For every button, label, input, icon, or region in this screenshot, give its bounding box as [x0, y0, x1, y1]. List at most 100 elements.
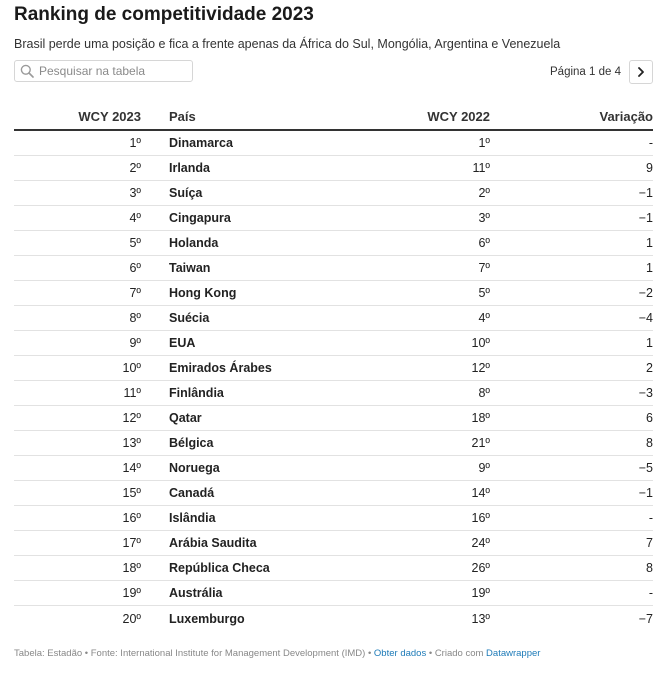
- datawrapper-link[interactable]: Datawrapper: [486, 648, 541, 659]
- cell-wcy-2023: 11º: [123, 386, 141, 400]
- table-row: 7º Hong Kong 5º −2: [14, 281, 653, 306]
- cell-variacao: 1: [646, 236, 653, 250]
- cell-wcy-2023: 8º: [129, 311, 141, 325]
- cell-variacao: −1: [638, 186, 653, 200]
- search-icon: [20, 64, 34, 78]
- cell-variacao: -: [648, 511, 653, 525]
- cell-variacao: 8: [646, 436, 653, 450]
- table-row: 11º Finlândia 8º −3: [14, 381, 653, 406]
- cell-pais: Bélgica: [169, 436, 214, 450]
- table-row: 10º Emirados Árabes 12º 2: [14, 356, 653, 381]
- cell-wcy-2023: 17º: [122, 536, 141, 550]
- cell-variacao: 6: [646, 411, 653, 425]
- column-header-variacao[interactable]: Variação: [599, 108, 654, 124]
- cell-variacao: −3: [638, 386, 653, 400]
- cell-wcy-2022: 3º: [478, 211, 490, 225]
- cell-pais: Hong Kong: [169, 286, 237, 300]
- cell-pais: Finlândia: [169, 386, 224, 400]
- cell-wcy-2022: 9º: [478, 461, 490, 475]
- cell-wcy-2023: 7º: [129, 286, 141, 300]
- search-input[interactable]: [39, 64, 179, 78]
- cell-wcy-2023: 14º: [122, 461, 141, 475]
- table-row: 16º Islândia 16º -: [14, 506, 653, 531]
- cell-variacao: 9: [646, 161, 653, 175]
- cell-wcy-2022: 19º: [471, 586, 490, 600]
- table-row: 5º Holanda 6º 1: [14, 231, 653, 256]
- cell-pais: Suécia: [169, 311, 210, 325]
- column-header-pais[interactable]: País: [169, 108, 196, 124]
- cell-wcy-2022: 4º: [478, 311, 490, 325]
- search-box[interactable]: [14, 60, 193, 82]
- cell-variacao: -: [648, 136, 653, 150]
- cell-wcy-2022: 7º: [478, 261, 490, 275]
- table-row: 19º Austrália 19º -: [14, 581, 653, 606]
- cell-wcy-2023: 9º: [129, 336, 141, 350]
- cell-pais: Emirados Árabes: [169, 361, 272, 375]
- cell-wcy-2023: 10º: [122, 361, 141, 375]
- table-row: 15º Canadá 14º −1: [14, 481, 653, 506]
- cell-pais: Canadá: [169, 486, 215, 500]
- cell-wcy-2022: 12º: [471, 361, 490, 375]
- pagination: Página 1 de 4: [550, 60, 653, 84]
- cell-variacao: 2: [646, 361, 653, 375]
- cell-wcy-2023: 19º: [122, 586, 141, 600]
- cell-wcy-2022: 26º: [471, 561, 490, 575]
- table-row: 18º República Checa 26º 8: [14, 556, 653, 581]
- cell-variacao: 1: [646, 261, 653, 275]
- footer: Tabela: Estadão • Fonte: International I…: [14, 648, 540, 659]
- cell-variacao: −1: [638, 211, 653, 225]
- cell-wcy-2023: 12º: [122, 411, 141, 425]
- cell-variacao: −2: [638, 286, 653, 300]
- cell-wcy-2022: 13º: [471, 611, 490, 626]
- cell-pais: Taiwan: [169, 261, 211, 275]
- cell-variacao: -: [648, 586, 653, 600]
- cell-variacao: 1: [646, 336, 653, 350]
- cell-pais: Noruega: [169, 461, 220, 475]
- cell-wcy-2023: 15º: [122, 486, 141, 500]
- cell-wcy-2022: 5º: [478, 286, 490, 300]
- table-row: 9º EUA 10º 1: [14, 331, 653, 356]
- table-row: 1º Dinamarca 1º -: [14, 131, 653, 156]
- cell-wcy-2022: 14º: [471, 486, 490, 500]
- table-row: 20º Luxemburgo 13º −7: [14, 606, 653, 631]
- cell-variacao: −7: [638, 611, 653, 626]
- table-row: 13º Bélgica 21º 8: [14, 431, 653, 456]
- cell-wcy-2023: 13º: [122, 436, 141, 450]
- table-row: 6º Taiwan 7º 1: [14, 256, 653, 281]
- table-row: 2º Irlanda 11º 9: [14, 156, 653, 181]
- cell-wcy-2023: 20º: [122, 611, 141, 626]
- cell-wcy-2022: 16º: [471, 511, 490, 525]
- cell-pais: Holanda: [169, 236, 219, 250]
- cell-pais: Islândia: [169, 511, 216, 525]
- next-page-button[interactable]: [629, 60, 653, 84]
- cell-wcy-2023: 2º: [129, 161, 141, 175]
- get-data-link[interactable]: Obter dados: [373, 648, 427, 659]
- cell-variacao: 7: [646, 536, 653, 550]
- cell-wcy-2023: 1º: [129, 136, 141, 150]
- cell-wcy-2023: 16º: [122, 511, 141, 525]
- cell-wcy-2023: 3º: [129, 186, 141, 200]
- chevron-right-icon: [638, 67, 644, 77]
- footer-created: • Criado com: [426, 648, 487, 659]
- cell-wcy-2023: 6º: [129, 261, 141, 275]
- cell-pais: Qatar: [169, 411, 202, 425]
- column-header-wcy-2022[interactable]: WCY 2022: [427, 108, 490, 124]
- cell-pais: EUA: [169, 336, 196, 350]
- cell-variacao: 8: [646, 561, 653, 575]
- cell-pais: Luxemburgo: [169, 611, 245, 626]
- cell-wcy-2022: 2º: [478, 186, 490, 200]
- column-header-wcy-2023[interactable]: WCY 2023: [78, 108, 141, 124]
- cell-wcy-2022: 10º: [471, 336, 490, 350]
- cell-wcy-2023: 18º: [122, 561, 141, 575]
- cell-wcy-2022: 18º: [471, 411, 490, 425]
- cell-variacao: −5: [638, 461, 653, 475]
- cell-variacao: −1: [638, 486, 653, 500]
- table-row: 17º Arábia Saudita 24º 7: [14, 531, 653, 556]
- table-row: 8º Suécia 4º −4: [14, 306, 653, 331]
- cell-variacao: −4: [638, 311, 653, 325]
- ranking-table: WCY 2023 País WCY 2022 Variação 1º Dinama…: [14, 103, 653, 631]
- page-subtitle: Brasil perde uma posição e fica a frente…: [14, 37, 561, 51]
- pagination-label: Página 1 de 4: [550, 66, 621, 78]
- table-row: 4º Cingapura 3º −1: [14, 206, 653, 231]
- cell-wcy-2022: 8º: [478, 386, 490, 400]
